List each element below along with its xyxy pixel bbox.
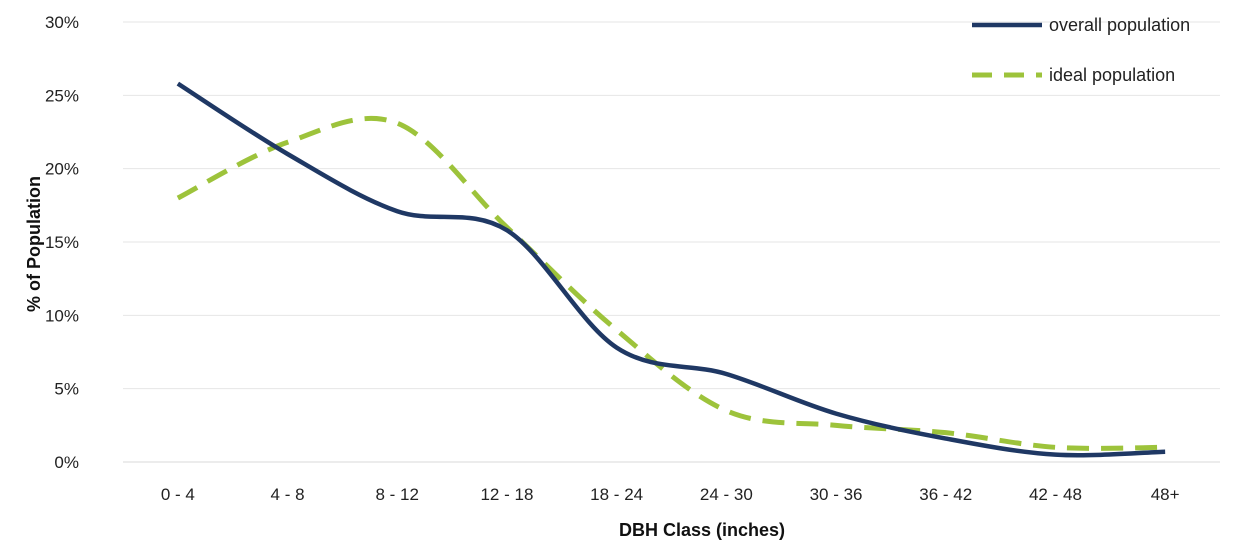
y-tick-label: 10% — [45, 306, 79, 325]
series-lines — [176, 81, 1166, 458]
y-axis-title: % of Population — [24, 176, 44, 312]
gridlines — [123, 21, 1220, 463]
y-tick-label: 20% — [45, 160, 79, 179]
x-tick-label: 8 - 12 — [376, 485, 419, 504]
x-tick-label: 4 - 8 — [271, 485, 305, 504]
legend-label: overall population — [1049, 15, 1190, 35]
x-tick-label: 0 - 4 — [161, 485, 195, 504]
y-tick-label: 25% — [45, 86, 79, 105]
x-tick-label: 42 - 48 — [1029, 485, 1082, 504]
x-tick-label: 24 - 30 — [700, 485, 753, 504]
x-tick-label: 30 - 36 — [810, 485, 863, 504]
y-tick-label: 15% — [45, 233, 79, 252]
x-tick-label: 18 - 24 — [590, 485, 643, 504]
series-line-overall-population — [176, 81, 1166, 458]
x-axis-title: DBH Class (inches) — [619, 520, 785, 540]
x-tick-label: 36 - 42 — [919, 485, 972, 504]
y-tick-label: 0% — [54, 453, 79, 472]
x-tick-label: 48+ — [1151, 485, 1180, 504]
y-axis-tick-labels: 0% 5% 10% 15% 20% 25% 30% — [45, 13, 79, 472]
y-tick-label: 30% — [45, 13, 79, 32]
legend-label: ideal population — [1049, 65, 1175, 85]
legend: overall population ideal population — [972, 15, 1190, 85]
series-line-ideal-population — [176, 116, 1166, 451]
x-axis-tick-labels: 0 - 4 4 - 8 8 - 12 12 - 18 18 - 24 24 - 30 30 … — [161, 485, 1180, 504]
x-tick-label: 12 - 18 — [480, 485, 533, 504]
y-tick-label: 5% — [54, 380, 79, 399]
